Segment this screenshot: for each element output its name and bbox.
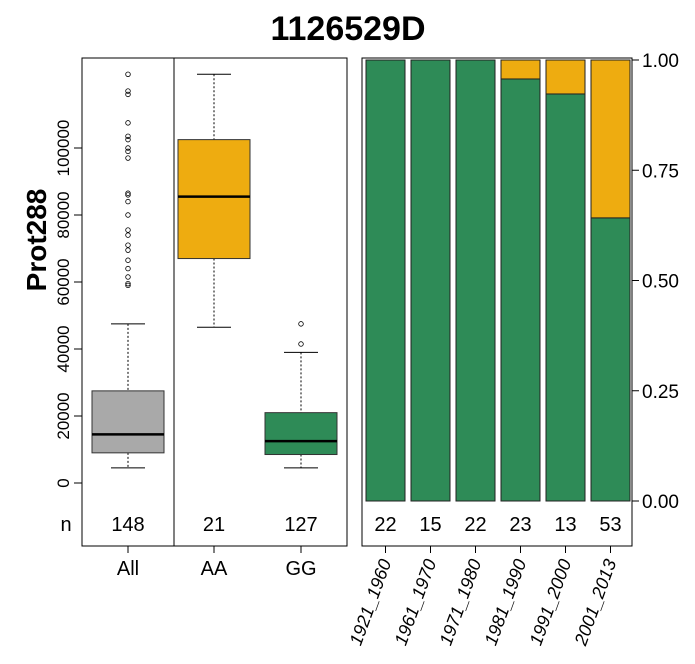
box-aa	[177, 139, 251, 260]
period-n-label: 53	[599, 514, 621, 536]
n-row-label: n	[60, 514, 71, 536]
right-y-tick-label: 0.50	[642, 272, 679, 293]
period-label: 1971_1980	[436, 557, 486, 649]
outlier-point	[125, 280, 131, 287]
y-tick-label: 60000	[54, 258, 73, 305]
group-n-label: 127	[284, 514, 317, 536]
y-tick-label: 100000	[54, 120, 73, 177]
period-n-label: 15	[419, 514, 441, 536]
group-n-label: 148	[111, 514, 144, 536]
outlier-point	[298, 321, 304, 327]
period-label: 1921_1960	[346, 557, 396, 649]
bar-segment-aa	[545, 59, 586, 95]
y-tick-label: 20000	[54, 392, 73, 439]
bar-segment-gg	[545, 93, 586, 502]
right-y-tick-label: 1.00	[642, 51, 679, 72]
period-n-label: 22	[374, 514, 396, 536]
y-axis-label: Prot288	[21, 189, 52, 292]
bar-segment-aa	[590, 59, 631, 219]
bar-segment-gg	[500, 78, 541, 502]
group-label: All	[117, 558, 139, 580]
right-y-tick-label: 0.75	[642, 161, 679, 182]
outlier-point	[125, 71, 131, 77]
outlier-point	[125, 247, 131, 253]
chart-title: 1126529D	[270, 10, 425, 48]
outlier-point	[125, 227, 131, 233]
outlier-point	[125, 192, 131, 198]
box-all	[91, 390, 165, 454]
stacked-bar-frame	[361, 57, 633, 547]
outlier-point	[125, 88, 131, 94]
period-n-label: 23	[509, 514, 531, 536]
box-gg	[264, 412, 338, 456]
outlier-point	[125, 148, 131, 155]
y-tick-label: 0	[54, 478, 73, 487]
outlier-point	[125, 212, 131, 218]
outlier-point	[125, 155, 131, 161]
y-tick-label: 40000	[54, 325, 73, 372]
period-label: 1981_1990	[481, 557, 531, 649]
group-label: AA	[201, 558, 228, 580]
y-tick-label: 80000	[54, 191, 73, 238]
boxplot-panel: 0 20000 40000 60000 80000 100000 148 All 21 AA 127…	[54, 57, 348, 580]
group-label: GG	[285, 558, 316, 580]
stacked-bar-panel: 0.00 0.25 0.50 0.75 1.00 22 1921_1960 15 1961_19…	[346, 51, 679, 649]
outlier-point	[125, 190, 131, 196]
period-n-label: 22	[464, 514, 486, 536]
right-y-tick-label: 0.25	[642, 382, 679, 403]
outlier-point	[125, 133, 131, 139]
outlier-point	[125, 265, 131, 272]
outlier-point	[125, 274, 131, 280]
outlier-point	[125, 120, 131, 126]
outlier-point	[125, 91, 131, 98]
bar-segment-gg	[365, 59, 406, 502]
outlier-point	[125, 136, 131, 143]
outlier-point	[125, 282, 131, 289]
bar-segment-aa	[500, 59, 541, 80]
right-y-tick-label: 0.00	[642, 492, 679, 513]
outlier-point	[125, 145, 131, 151]
outlier-point	[125, 242, 131, 248]
outlier-point	[125, 257, 131, 263]
bar-segment-gg	[590, 217, 631, 502]
period-label: 1961_1970	[391, 557, 441, 649]
outlier-point	[298, 341, 304, 347]
bar-segment-gg	[410, 59, 451, 502]
bar-segment-gg	[455, 59, 496, 502]
period-label: 1991_2000	[526, 557, 576, 649]
period-n-label: 13	[554, 514, 576, 536]
period-label: 2001_2013	[570, 557, 620, 649]
group-n-label: 21	[203, 514, 225, 536]
outlier-point	[125, 232, 131, 238]
outlier-point	[125, 198, 131, 205]
